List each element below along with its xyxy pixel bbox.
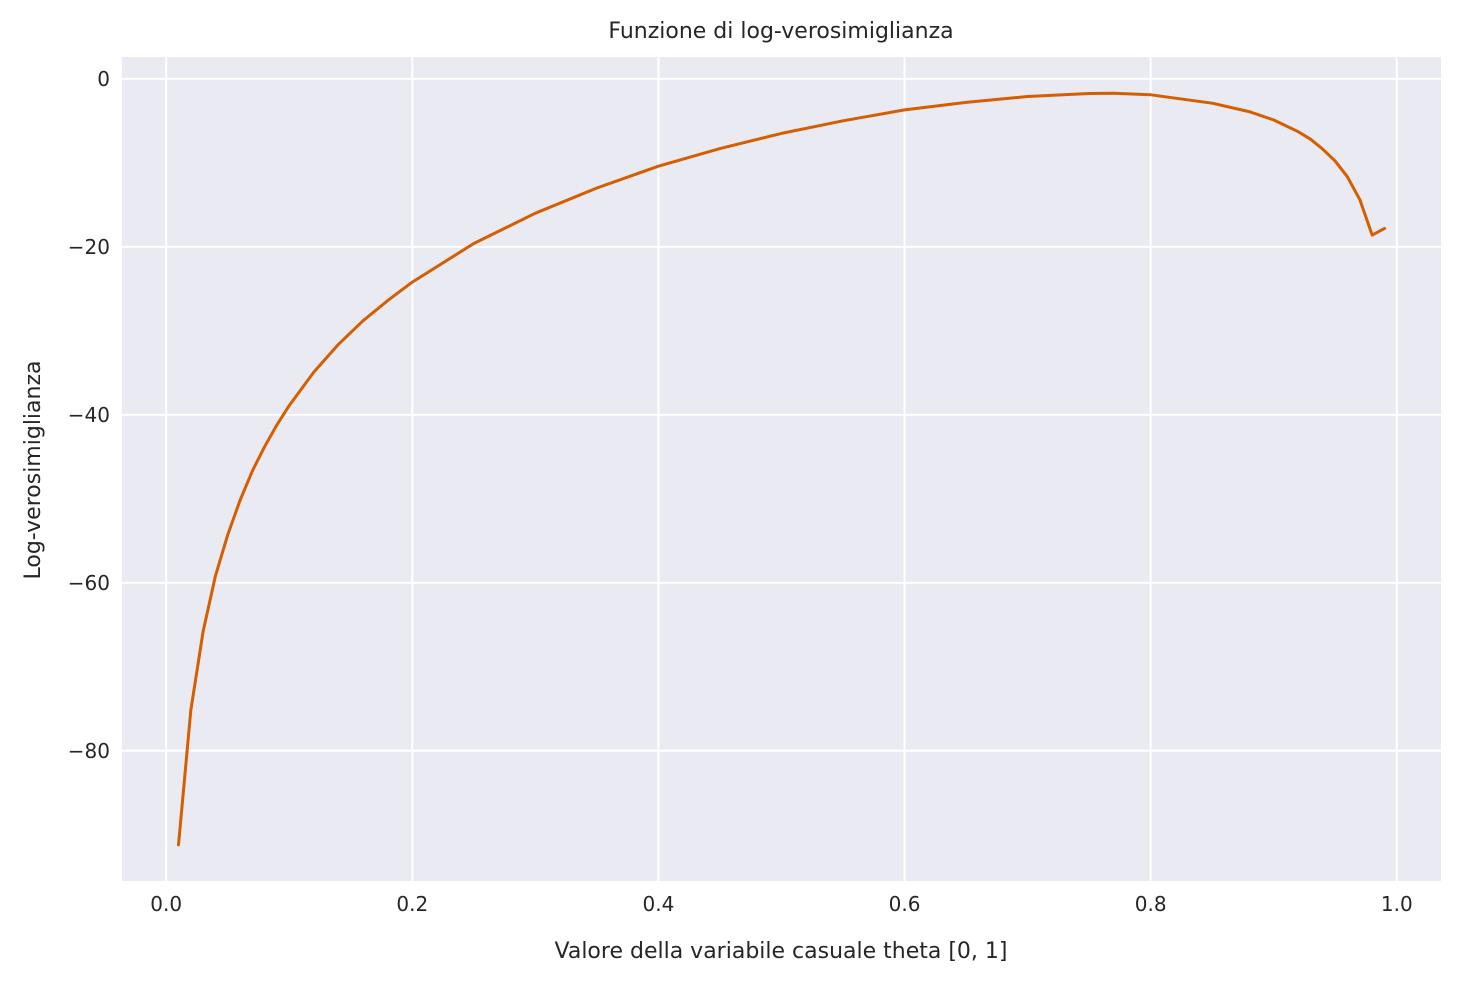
x-tick-label: 0.6 (889, 892, 921, 916)
y-tick-label: −40 (68, 403, 110, 427)
series-line (177, 91, 1386, 847)
x-tick-label: 0.4 (643, 892, 675, 916)
chart-title: Funzione di log-verosimiglianza (608, 19, 953, 44)
y-tick-label: −20 (68, 235, 110, 259)
x-tick-label: 0.2 (396, 892, 428, 916)
grid-y (122, 77, 1441, 752)
y-tick-label: −80 (68, 739, 110, 763)
series-layer (177, 91, 1386, 847)
plot-background (122, 57, 1441, 881)
x-tick-labels: 0.0 0.2 0.4 0.6 0.8 1.0 (150, 892, 1412, 916)
x-axis-label: Valore della variabile casuale theta [0,… (555, 939, 1008, 964)
y-tick-labels: 0 −20 −40 −60 −80 (68, 67, 110, 763)
x-tick-label: 0.0 (150, 892, 182, 916)
y-tick-label: −60 (68, 571, 110, 595)
x-tick-label: 1.0 (1381, 892, 1413, 916)
y-axis-label: Log-verosimiglianza (21, 361, 46, 580)
x-tick-label: 0.8 (1135, 892, 1167, 916)
grid-x (165, 57, 1398, 881)
y-tick-label: 0 (97, 67, 110, 91)
